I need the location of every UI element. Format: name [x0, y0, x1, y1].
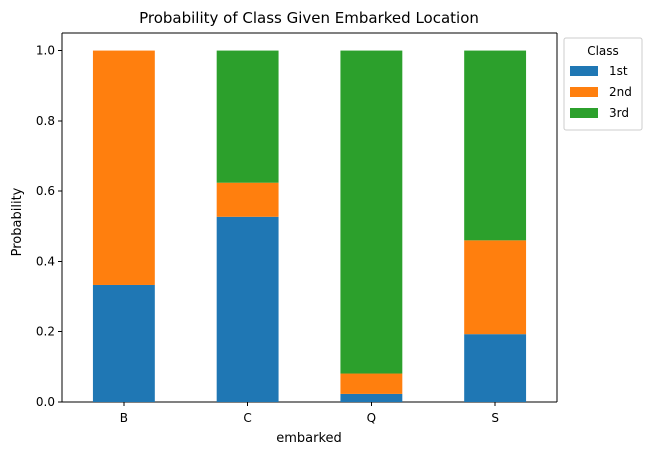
- y-axis-label: Probability: [10, 187, 25, 256]
- legend-label-3rd: 3rd: [609, 106, 629, 120]
- x-tick-label: B: [120, 411, 128, 425]
- y-tick-label: 1.0: [36, 44, 55, 58]
- x-tick-label: Q: [367, 411, 376, 425]
- bar-segment-C-2nd: [216, 182, 279, 217]
- y-tick-label: 0.4: [36, 254, 55, 268]
- legend-swatch-1st: [570, 66, 598, 76]
- legend: Class 1st 2nd 3rd: [563, 37, 643, 131]
- legend-label-1st: 1st: [609, 64, 628, 78]
- bar-segment-C-1st: [216, 216, 279, 402]
- y-tick-label: 0.8: [36, 114, 55, 128]
- legend-box: [563, 37, 643, 131]
- bar-segment-Q-3rd: [340, 50, 403, 374]
- bar-segment-B-2nd: [92, 50, 155, 285]
- bar-segment-S-3rd: [464, 50, 527, 241]
- bar-segment-S-2nd: [464, 240, 527, 335]
- bar-segment-B-1st: [92, 284, 155, 402]
- bars-layer: [92, 50, 527, 402]
- legend-title: Class: [587, 44, 619, 58]
- chart-title: Probability of Class Given Embarked Loca…: [139, 9, 479, 27]
- legend-label-2nd: 2nd: [609, 85, 632, 99]
- bar-segment-C-3rd: [216, 50, 279, 183]
- x-axis-label: embarked: [276, 431, 342, 446]
- x-tick-label: C: [243, 411, 251, 425]
- y-tick-label: 0.6: [36, 184, 55, 198]
- bar-segment-Q-2nd: [340, 373, 403, 394]
- bar-segment-S-1st: [464, 334, 527, 402]
- legend-items: 1st 2nd 3rd: [570, 64, 632, 120]
- legend-swatch-3rd: [570, 108, 598, 118]
- y-tick-label: 0.2: [36, 325, 55, 339]
- y-tick-label: 0.0: [36, 395, 55, 409]
- x-tick-label: S: [491, 411, 499, 425]
- bar-segment-Q-1st: [340, 393, 403, 402]
- legend-swatch-2nd: [570, 87, 598, 97]
- y-axis: 0.0 0.2 0.4 0.6 0.8 1.0: [36, 44, 62, 409]
